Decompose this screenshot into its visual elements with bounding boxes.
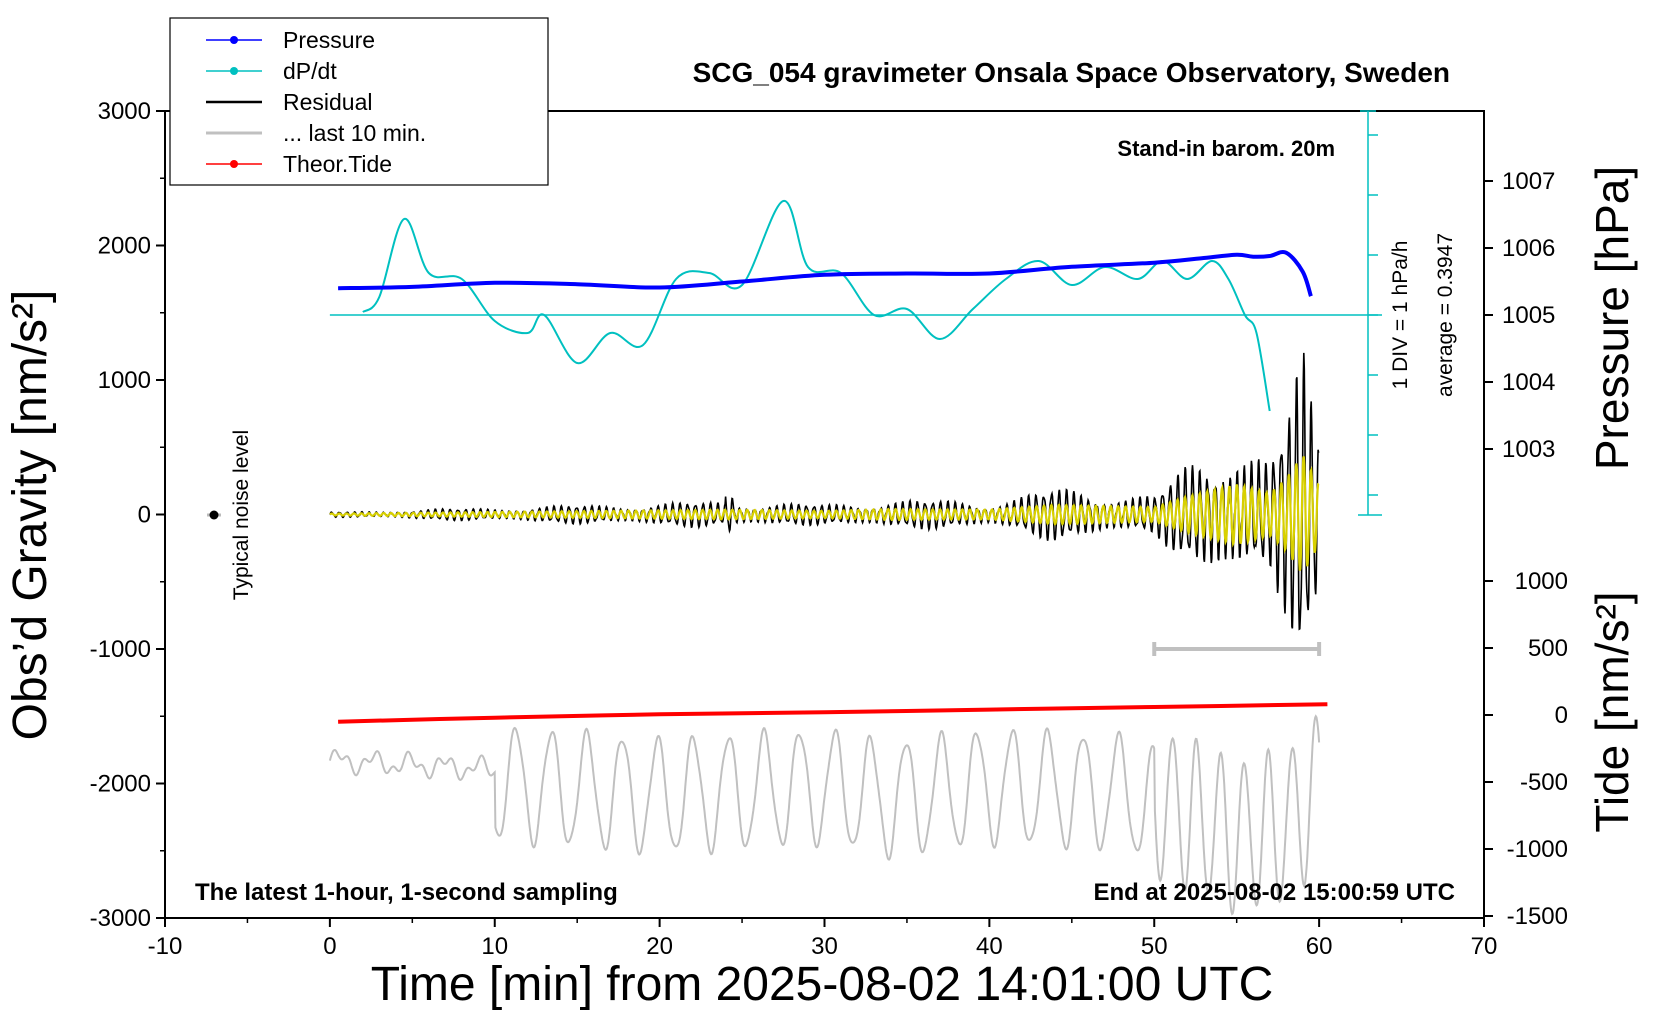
tide-tick-label: 500 bbox=[1528, 635, 1568, 662]
pressure-tick-label: 1006 bbox=[1502, 235, 1555, 262]
x-tick-label: 10 bbox=[481, 933, 508, 960]
x-tick-label: 40 bbox=[976, 933, 1003, 960]
y-tick-label: -2000 bbox=[90, 771, 151, 798]
x-axis-label: Time [min] from 2025-08-02 14:01:00 UTC bbox=[371, 958, 1274, 1011]
x-tick-label: -10 bbox=[148, 933, 183, 960]
tide-tick-label: 1000 bbox=[1515, 568, 1568, 595]
tide-tick-label: -1000 bbox=[1507, 836, 1568, 863]
y-tick-label: 0 bbox=[138, 502, 151, 529]
tide-tick-label: 0 bbox=[1555, 702, 1568, 729]
series-last-10-min bbox=[328, 714, 1321, 916]
legend-label: Pressure bbox=[283, 27, 375, 53]
legend: Pressure dP/dt Residual ... last 10 min. The… bbox=[169, 17, 549, 186]
pressure-tick-label: 1003 bbox=[1502, 436, 1555, 463]
y-axis-ticks: 3000 2000 1000 0 -1000 -2000 -3000 bbox=[90, 98, 165, 932]
chart-title: SCG_054 gravimeter Onsala Space Observat… bbox=[693, 57, 1450, 88]
series-pressure bbox=[338, 250, 1313, 297]
tide-axis-ticks: 1000 500 0 -500 -1000 -1500 bbox=[1484, 568, 1568, 930]
y-axis-label: Obs’d Gravity [nm/s²] bbox=[4, 290, 57, 741]
series-dpdt bbox=[362, 200, 1271, 412]
pressure-tick-label: 1004 bbox=[1502, 369, 1555, 396]
x-tick-label: 0 bbox=[323, 933, 336, 960]
pressure-axis-label: Pressure [hPa] bbox=[1586, 166, 1638, 470]
y-tick-label: -3000 bbox=[90, 905, 151, 932]
legend-label: dP/dt bbox=[283, 58, 337, 84]
legend-label: ... last 10 min. bbox=[283, 120, 426, 146]
series-residual bbox=[329, 352, 1320, 631]
dpdt-average-annotation: average = 0.3947 bbox=[1434, 233, 1457, 397]
x-tick-label: 70 bbox=[1471, 933, 1498, 960]
legend-marker bbox=[230, 160, 238, 168]
legend-marker bbox=[230, 36, 238, 44]
series-layer bbox=[328, 200, 1328, 916]
x-tick-label: 30 bbox=[811, 933, 838, 960]
tide-tick-label: -500 bbox=[1520, 769, 1568, 796]
dpdt-scale-annotation: 1 DIV = 1 hPa/h bbox=[1389, 241, 1412, 390]
x-tick-label: 50 bbox=[1141, 933, 1168, 960]
legend-marker bbox=[230, 67, 238, 75]
x-tick-label: 20 bbox=[646, 933, 673, 960]
x-axis-ticks: -10 0 10 20 30 40 50 60 70 bbox=[148, 918, 1498, 960]
y-tick-label: -1000 bbox=[90, 636, 151, 663]
legend-label: Theor.Tide bbox=[283, 151, 392, 177]
y-tick-label: 2000 bbox=[98, 233, 151, 260]
tide-axis-label: Tide [nm/s²] bbox=[1586, 591, 1638, 832]
series-theor-tide bbox=[338, 702, 1328, 724]
tide-tick-label: -1500 bbox=[1507, 903, 1568, 930]
legend-label: Residual bbox=[283, 89, 373, 115]
pressure-tick-label: 1007 bbox=[1502, 168, 1555, 195]
dpdt-scale-bar bbox=[329, 110, 1382, 516]
y-tick-label: 3000 bbox=[98, 98, 151, 125]
noise-level-marker bbox=[209, 510, 219, 520]
x-tick-label: 60 bbox=[1306, 933, 1333, 960]
pressure-tick-label: 1005 bbox=[1502, 302, 1555, 329]
bottom-right-annotation: End at 2025-08-02 15:00:59 UTC bbox=[1094, 879, 1456, 906]
pressure-axis-ticks: 1007 1006 1005 1004 1003 bbox=[1484, 168, 1555, 463]
barometer-annotation: Stand-in barom. 20m bbox=[1117, 136, 1335, 161]
bottom-left-annotation: The latest 1-hour, 1-second sampling bbox=[195, 879, 618, 906]
noise-level-label: Typical noise level bbox=[230, 430, 253, 600]
series-residual-filtered bbox=[329, 456, 1320, 571]
y-tick-label: 1000 bbox=[98, 367, 151, 394]
